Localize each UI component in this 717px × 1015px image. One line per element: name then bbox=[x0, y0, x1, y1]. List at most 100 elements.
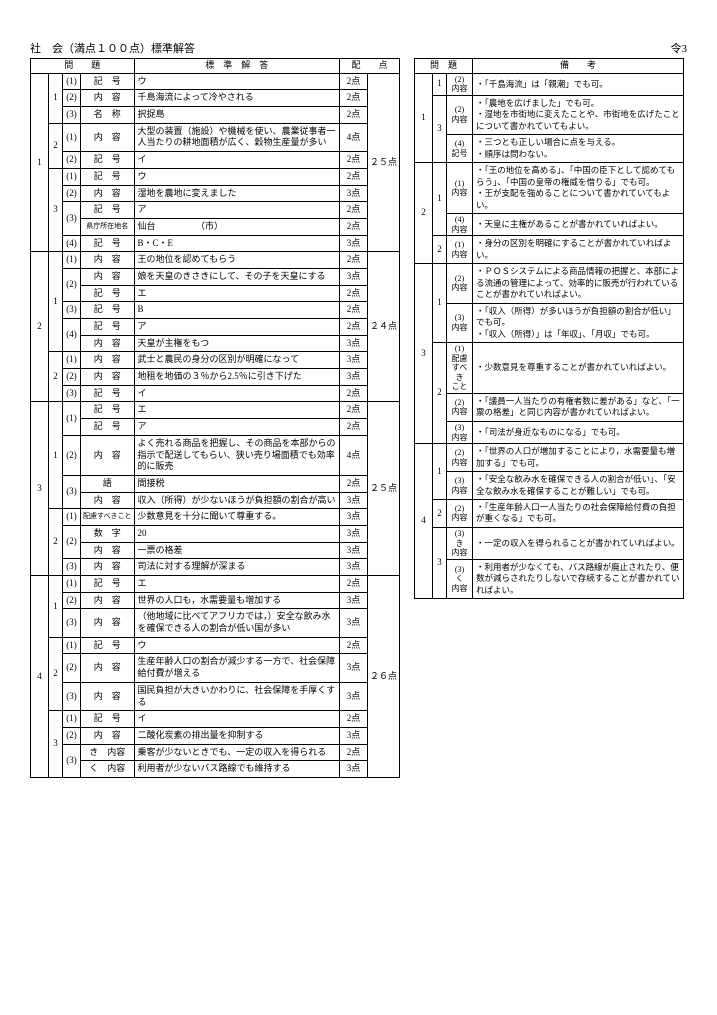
question-number: 3 bbox=[433, 95, 447, 162]
answer-text: エ bbox=[134, 576, 339, 593]
sub-number: (1) bbox=[63, 252, 81, 269]
points: 3点 bbox=[340, 352, 368, 369]
answer-text: ア bbox=[134, 202, 339, 219]
points: 3点 bbox=[340, 592, 368, 609]
points: 2点 bbox=[340, 385, 368, 402]
sub-label: (3) 内容 bbox=[447, 421, 473, 443]
sub-label: (1) 内容 bbox=[447, 163, 473, 214]
sub-number: (3) bbox=[63, 107, 81, 124]
answer-type: 内 容 bbox=[81, 682, 135, 710]
table-row: (2)内 容地租を地価の３％から2.5％に引き下げた3点 bbox=[31, 369, 400, 386]
question-number: 2 bbox=[49, 509, 63, 576]
answer-text: 間接税 bbox=[134, 475, 339, 492]
sub-number: (1) bbox=[63, 402, 81, 435]
sub-label: (3) き 内容 bbox=[447, 527, 473, 559]
answer-text: 大型の装置（施設）や機械を使い、農業従事者一人当たりの耕地面積が広く、穀物生産量… bbox=[134, 123, 339, 151]
table-row: 2(1)記 号ウ2点 bbox=[31, 637, 400, 654]
table-row: 3(1)記 号イ2点 bbox=[31, 711, 400, 728]
answer-text: エ bbox=[134, 402, 339, 419]
table-row: 2(1) 配慮 すべき こと・少数意見を尊重することが書かれていればよい。 bbox=[415, 343, 684, 394]
answer-text: 武士と農民の身分の区別が明確になって bbox=[134, 352, 339, 369]
table-row: 2(1) 内容・身分の区別を明確にすることが書かれていればよい。 bbox=[415, 236, 684, 264]
table-row: (3)語間接税2点 bbox=[31, 475, 400, 492]
question-number: 2 bbox=[433, 343, 447, 444]
sub-label: (4) 記号 bbox=[447, 135, 473, 163]
answer-text: 千島海流によって冷やされる bbox=[134, 90, 339, 107]
answer-type: 内 容 bbox=[81, 90, 135, 107]
answer-type: 内 容 bbox=[81, 185, 135, 202]
remarks-text: ・「安全な飲み水を確保できる人の割合が低い」、「安全な飲み水を確保することが難し… bbox=[473, 472, 684, 500]
block-total: ２６点 bbox=[368, 576, 400, 778]
table-row: 3(1)記 号ウ2点 bbox=[31, 168, 400, 185]
points: 2点 bbox=[340, 302, 368, 319]
block-number: 1 bbox=[31, 73, 49, 252]
points: 3点 bbox=[340, 268, 368, 285]
right-header-row: 問 題 備 考 bbox=[415, 59, 684, 74]
left-column: 問 題 標 準 解 答 配 点 11(1)記 号ウ2点２５点(2)内 容千島海流… bbox=[30, 58, 400, 786]
answer-type: 内 容 bbox=[81, 559, 135, 576]
sub-number: (2) bbox=[63, 369, 81, 386]
remarks-text: ・「千島海流」は「親潮」でも可。 bbox=[473, 73, 684, 95]
sub-number: (3) bbox=[63, 385, 81, 402]
question-number: 1 bbox=[433, 163, 447, 236]
sub-label: (3) 内容 bbox=[447, 472, 473, 500]
points: 3点 bbox=[340, 525, 368, 542]
table-row: 11(1)記 号ウ2点２５点 bbox=[31, 73, 400, 90]
answer-type: 語 bbox=[81, 475, 135, 492]
table-row: (3) 内容・「安全な飲み水を確保できる人の割合が低い」、「安全な飲み水を確保す… bbox=[415, 472, 684, 500]
table-row: 記 号ア2点 bbox=[31, 419, 400, 436]
table-row: 21(1)内 容王の地位を認めてもらう2点２４点 bbox=[31, 252, 400, 269]
remarks-text: ・天皇に主権があることが書かれていればよい。 bbox=[473, 214, 684, 236]
remarks-text: ・「農地を広げました」でも可。 ・湿地を市街地に変えたことや、市街地を広げたこと… bbox=[473, 95, 684, 134]
sub-label: (3) く 内容 bbox=[447, 559, 473, 598]
sub-label: (2) 内容 bbox=[447, 394, 473, 422]
sub-number: (2) bbox=[63, 525, 81, 558]
points: 2点 bbox=[340, 711, 368, 728]
hdr-question: 問 題 bbox=[31, 59, 135, 74]
table-row: (2)数 字203点 bbox=[31, 525, 400, 542]
table-row: 21(1) 内容・「王の地位を高める」、「中国の臣下として認めてもらう」、「中国… bbox=[415, 163, 684, 214]
table-row: 2(1)内 容武士と農民の身分の区別が明確になって3点 bbox=[31, 352, 400, 369]
table-row: 41(2) 内容・「世界の人口が増加することにより，水需要量も増加する」でも可。 bbox=[415, 444, 684, 472]
answer-type: 配慮すべきこと bbox=[81, 509, 135, 526]
answer-type: 記 号 bbox=[81, 385, 135, 402]
sub-number: (3) bbox=[63, 682, 81, 710]
remarks-text: ・少数意見を尊重することが書かれていればよい。 bbox=[473, 343, 684, 394]
points: 2点 bbox=[340, 252, 368, 269]
sub-label: (2) 内容 bbox=[447, 95, 473, 134]
table-row: (2)内 容千島海流によって冷やされる2点 bbox=[31, 90, 400, 107]
sub-number: (1) bbox=[63, 509, 81, 526]
question-number: 2 bbox=[433, 236, 447, 264]
block-total: ２５点 bbox=[368, 402, 400, 576]
table-row: 41(1)記 号エ2点２６点 bbox=[31, 576, 400, 593]
block-number: 4 bbox=[415, 444, 433, 599]
points: 2点 bbox=[340, 168, 368, 185]
sub-number: (2) bbox=[63, 435, 81, 475]
hdr-points: 配 点 bbox=[340, 59, 400, 74]
answer-type: 記 号 bbox=[81, 152, 135, 169]
answer-type: 記 号 bbox=[81, 576, 135, 593]
answer-type: き 内容 bbox=[81, 744, 135, 761]
sub-label: (1) 配慮 すべき こと bbox=[447, 343, 473, 394]
answer-text: 利用者が少ないバス路線でも維持する bbox=[134, 761, 339, 778]
points: 2点 bbox=[340, 73, 368, 90]
sub-number: (2) bbox=[63, 727, 81, 744]
answer-text: イ bbox=[134, 711, 339, 728]
answer-type: 内 容 bbox=[81, 435, 135, 475]
answer-text: （他地域に比べてアフリカでは，）安全な飲み水を確保できる人の割合が低い国が多い bbox=[134, 609, 339, 637]
points: 3点 bbox=[340, 727, 368, 744]
answer-text: 湿地を農地に変えました bbox=[134, 185, 339, 202]
table-row: (3)記 号ア2点 bbox=[31, 202, 400, 219]
answer-text: 世界の人口も，水需要量も増加する bbox=[134, 592, 339, 609]
question-number: 2 bbox=[49, 123, 63, 168]
points: 2点 bbox=[340, 90, 368, 107]
answer-type: 内 容 bbox=[81, 268, 135, 285]
table-row: 3(3) き 内容・一定の収入を得られることが書かれていればよい。 bbox=[415, 527, 684, 559]
left-table: 問 題 標 準 解 答 配 点 11(1)記 号ウ2点２５点(2)内 容千島海流… bbox=[30, 58, 400, 778]
question-number: 1 bbox=[433, 444, 447, 500]
points: 2点 bbox=[340, 107, 368, 124]
sub-number: (1) bbox=[63, 352, 81, 369]
question-number: 1 bbox=[433, 264, 447, 343]
hdr-remarks: 備 考 bbox=[473, 59, 684, 74]
points: 2点 bbox=[340, 152, 368, 169]
